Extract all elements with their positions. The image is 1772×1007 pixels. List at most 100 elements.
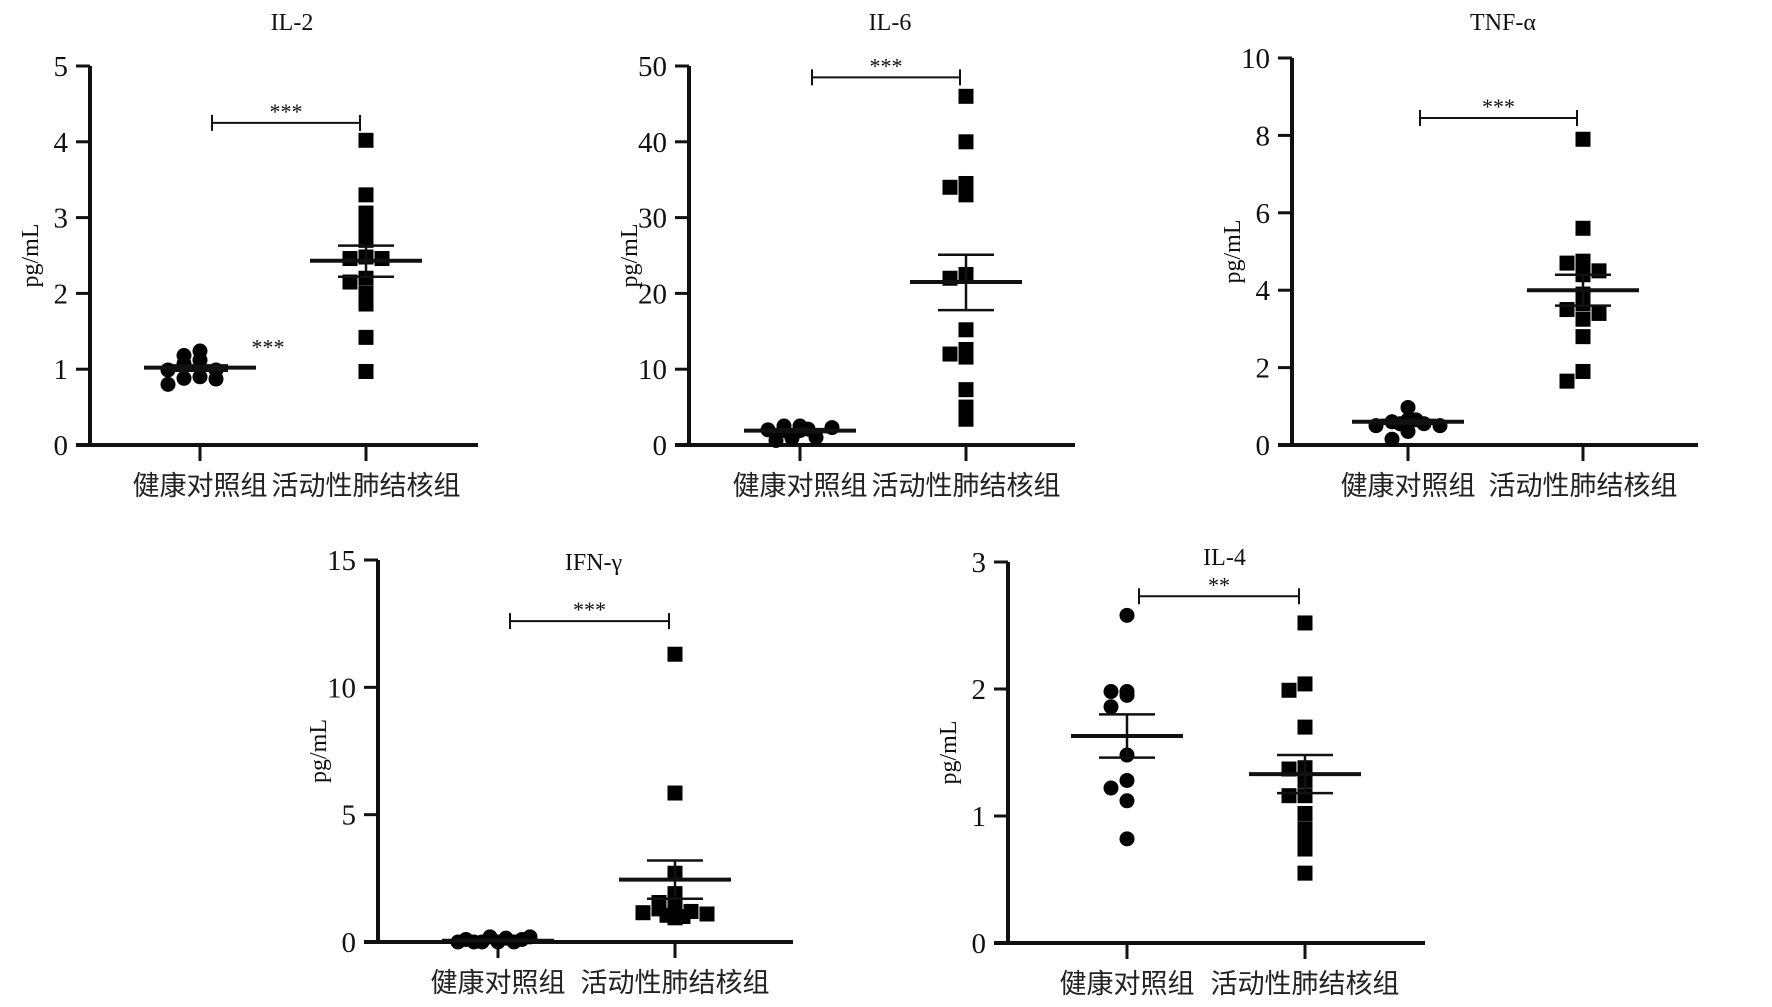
data-point	[942, 346, 958, 362]
chart-title: IL-2	[271, 10, 314, 36]
data-point	[1103, 780, 1119, 796]
y-tick-label: 0	[1256, 430, 1271, 462]
data-point	[1281, 788, 1297, 804]
x-tick-label: 活动性肺结核组	[272, 471, 461, 502]
y-tick-label: 20	[638, 278, 667, 310]
y-tick-label: 40	[638, 127, 667, 159]
data-point	[1297, 719, 1313, 735]
y-tick-label: 10	[327, 672, 356, 704]
data-point	[768, 432, 784, 448]
annotation-label: ***	[252, 334, 285, 359]
y-tick-label: 30	[638, 203, 667, 235]
panel-il-4: IL-4 0 1 2 3 pg/mL 健康对照组 活动性肺结核组 **	[936, 545, 1425, 1000]
y-tick-label: 10	[1241, 43, 1270, 75]
y-tick-label: 2	[54, 278, 69, 310]
panel-il-6: IL-6 0 10 20 30 40 50 pg/mL 健康对照组 活动性肺结核组 ***	[617, 10, 1075, 502]
y-tick-label: 0	[653, 430, 668, 462]
y-tick-label: 2	[972, 674, 987, 706]
y-tick-label: 0	[972, 928, 987, 960]
x-tick-label: 健康对照组	[133, 471, 268, 502]
data-point	[958, 88, 974, 104]
data-point	[1559, 373, 1575, 389]
x-tick-label: 活动性肺结核组	[872, 471, 1061, 502]
data-point	[1297, 805, 1313, 821]
panel-ifn-: IFN-γ 0 5 10 15 pg/mL 健康对照组 活动性肺结核组 ***	[306, 545, 793, 999]
data-point	[358, 219, 374, 235]
data-point	[1575, 329, 1591, 345]
x-tick-label: 健康对照组	[1060, 969, 1195, 1000]
data-point	[1281, 682, 1297, 698]
data-point	[358, 187, 374, 203]
data-point	[1559, 302, 1575, 318]
y-tick-label: 1	[54, 354, 69, 386]
data-point	[1297, 841, 1313, 857]
data-point	[208, 371, 224, 387]
data-point	[358, 363, 374, 379]
y-axis-label: pg/mL	[617, 224, 643, 288]
data-point	[192, 369, 208, 385]
data-point	[1119, 607, 1135, 623]
y-tick-label: 4	[54, 127, 69, 159]
data-point	[1575, 220, 1591, 236]
x-tick-label: 健康对照组	[1341, 471, 1476, 502]
y-tick-label: 0	[342, 927, 357, 959]
y-tick-label: 2	[1256, 353, 1271, 385]
panel-il-2: IL-2 0 1 2 3 4 5 pg/mL 健康对照组 活动性肺结核组 *** ***	[18, 10, 478, 502]
x-tick-label: 活动性肺结核组	[1489, 471, 1678, 502]
data-point	[958, 399, 974, 415]
significance-label: ***	[870, 53, 903, 78]
y-tick-label: 5	[54, 51, 69, 83]
data-point	[1575, 363, 1591, 379]
data-point	[358, 232, 374, 248]
data-point	[1103, 684, 1119, 700]
data-point	[635, 905, 651, 921]
data-point	[1575, 253, 1591, 269]
significance-label: **	[1208, 572, 1230, 597]
data-point	[358, 132, 374, 148]
data-point	[1297, 615, 1313, 631]
x-tick-label: 活动性肺结核组	[581, 968, 770, 999]
y-tick-label: 6	[1256, 198, 1271, 230]
data-point	[1384, 431, 1400, 447]
chart-title: TNF-α	[1470, 10, 1536, 36]
data-point	[958, 349, 974, 365]
data-point	[358, 270, 374, 286]
data-point	[1591, 305, 1607, 321]
y-axis-label: pg/mL	[936, 721, 962, 785]
data-point	[1591, 263, 1607, 279]
data-point	[342, 251, 358, 267]
y-axis-label: pg/mL	[1220, 220, 1246, 284]
data-point	[958, 382, 974, 398]
significance-label: ***	[573, 597, 606, 622]
panel-tnf-: TNF-α 0 2 4 6 8 10 pg/mL 健康对照组 活动性肺结核组 ***	[1220, 10, 1698, 502]
data-point	[358, 205, 374, 221]
x-tick-label: 活动性肺结核组	[1211, 969, 1400, 1000]
y-tick-label: 0	[54, 430, 69, 462]
y-tick-label: 4	[1256, 275, 1271, 307]
data-point	[1297, 828, 1313, 844]
y-tick-label: 50	[638, 51, 667, 83]
data-point	[192, 352, 208, 368]
data-point	[667, 785, 683, 801]
data-point	[958, 322, 974, 338]
data-point	[1103, 699, 1119, 715]
data-point	[1400, 423, 1416, 439]
data-point	[699, 906, 715, 922]
y-tick-label: 8	[1256, 120, 1271, 152]
data-point	[1119, 772, 1135, 788]
data-point	[498, 930, 514, 946]
y-tick-label: 1	[972, 801, 987, 833]
data-point	[1119, 831, 1135, 847]
y-tick-label: 10	[638, 354, 667, 386]
y-tick-label: 15	[327, 545, 356, 577]
data-point	[1575, 131, 1591, 147]
chart-title: IL-4	[1203, 545, 1246, 571]
data-point	[1119, 793, 1135, 809]
data-point	[358, 296, 374, 312]
y-tick-label: 3	[972, 547, 987, 579]
data-point	[358, 329, 374, 345]
data-point	[342, 274, 358, 290]
data-point	[374, 251, 390, 267]
y-axis-label: pg/mL	[18, 224, 44, 288]
significance-label: ***	[270, 99, 303, 124]
